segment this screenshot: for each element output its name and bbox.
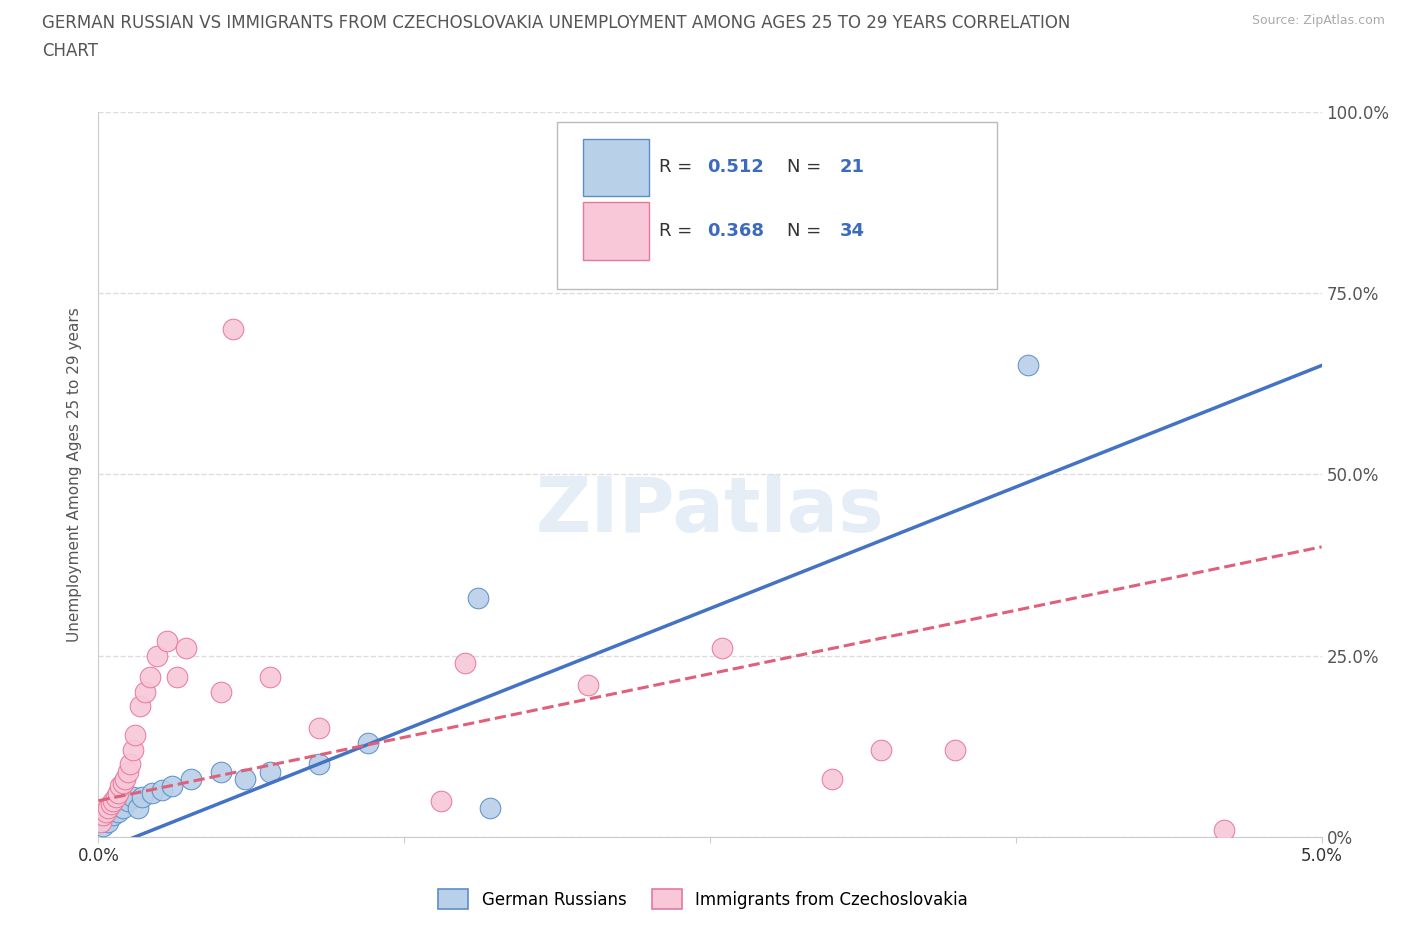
Legend: German Russians, Immigrants from Czechoslovakia: German Russians, Immigrants from Czechos… — [430, 881, 976, 917]
Point — [117, 793, 139, 808]
Point — [259, 670, 281, 684]
Text: ZIPatlas: ZIPatlas — [536, 473, 884, 548]
Point — [117, 764, 139, 779]
Point — [107, 786, 129, 801]
Point — [160, 778, 183, 793]
Point — [90, 815, 112, 830]
Point — [166, 670, 188, 684]
Point — [430, 793, 453, 808]
Point — [110, 778, 132, 793]
Point — [124, 728, 146, 743]
Point — [454, 656, 477, 671]
Text: 34: 34 — [839, 221, 865, 240]
Text: 21: 21 — [839, 158, 865, 177]
Point — [176, 641, 198, 656]
Point — [101, 808, 124, 823]
FancyBboxPatch shape — [583, 140, 650, 196]
Point — [134, 684, 156, 699]
Point — [156, 633, 179, 648]
Point — [943, 742, 966, 757]
Point — [711, 641, 734, 656]
Point — [821, 772, 844, 787]
Point — [180, 772, 202, 787]
Point — [97, 801, 120, 816]
Point — [94, 804, 117, 819]
Point — [150, 782, 173, 797]
Point — [120, 757, 142, 772]
Text: Source: ZipAtlas.com: Source: ZipAtlas.com — [1251, 14, 1385, 27]
Point — [121, 790, 143, 804]
Point — [1212, 822, 1234, 837]
Point — [467, 591, 489, 605]
Point — [129, 699, 152, 714]
Text: 0.368: 0.368 — [707, 221, 765, 240]
Point — [104, 790, 127, 804]
Text: CHART: CHART — [42, 42, 98, 60]
Text: N =: N = — [787, 158, 827, 177]
Point — [101, 793, 124, 808]
Point — [478, 801, 501, 816]
Text: R =: R = — [658, 158, 697, 177]
Point — [209, 764, 232, 779]
Point — [91, 818, 114, 833]
Point — [233, 772, 256, 787]
Point — [209, 684, 232, 699]
Point — [114, 772, 136, 787]
Text: R =: R = — [658, 221, 697, 240]
Point — [100, 797, 122, 812]
Point — [127, 801, 149, 816]
Point — [131, 790, 153, 804]
Point — [870, 742, 893, 757]
Point — [111, 801, 134, 816]
Point — [1017, 358, 1039, 373]
Point — [139, 670, 162, 684]
FancyBboxPatch shape — [557, 123, 997, 289]
Text: 0.512: 0.512 — [707, 158, 765, 177]
Point — [308, 757, 330, 772]
Y-axis label: Unemployment Among Ages 25 to 29 years: Unemployment Among Ages 25 to 29 years — [67, 307, 83, 642]
Point — [259, 764, 281, 779]
Text: GERMAN RUSSIAN VS IMMIGRANTS FROM CZECHOSLOVAKIA UNEMPLOYMENT AMONG AGES 25 TO 2: GERMAN RUSSIAN VS IMMIGRANTS FROM CZECHO… — [42, 14, 1070, 32]
Point — [141, 786, 163, 801]
Point — [576, 677, 599, 692]
Point — [356, 736, 378, 751]
Point — [121, 742, 143, 757]
Point — [308, 721, 330, 736]
Text: N =: N = — [787, 221, 827, 240]
Point — [97, 815, 120, 830]
FancyBboxPatch shape — [583, 203, 650, 259]
Point — [91, 808, 114, 823]
Point — [222, 322, 245, 337]
Point — [107, 804, 129, 819]
Point — [111, 776, 134, 790]
Point — [146, 648, 169, 663]
